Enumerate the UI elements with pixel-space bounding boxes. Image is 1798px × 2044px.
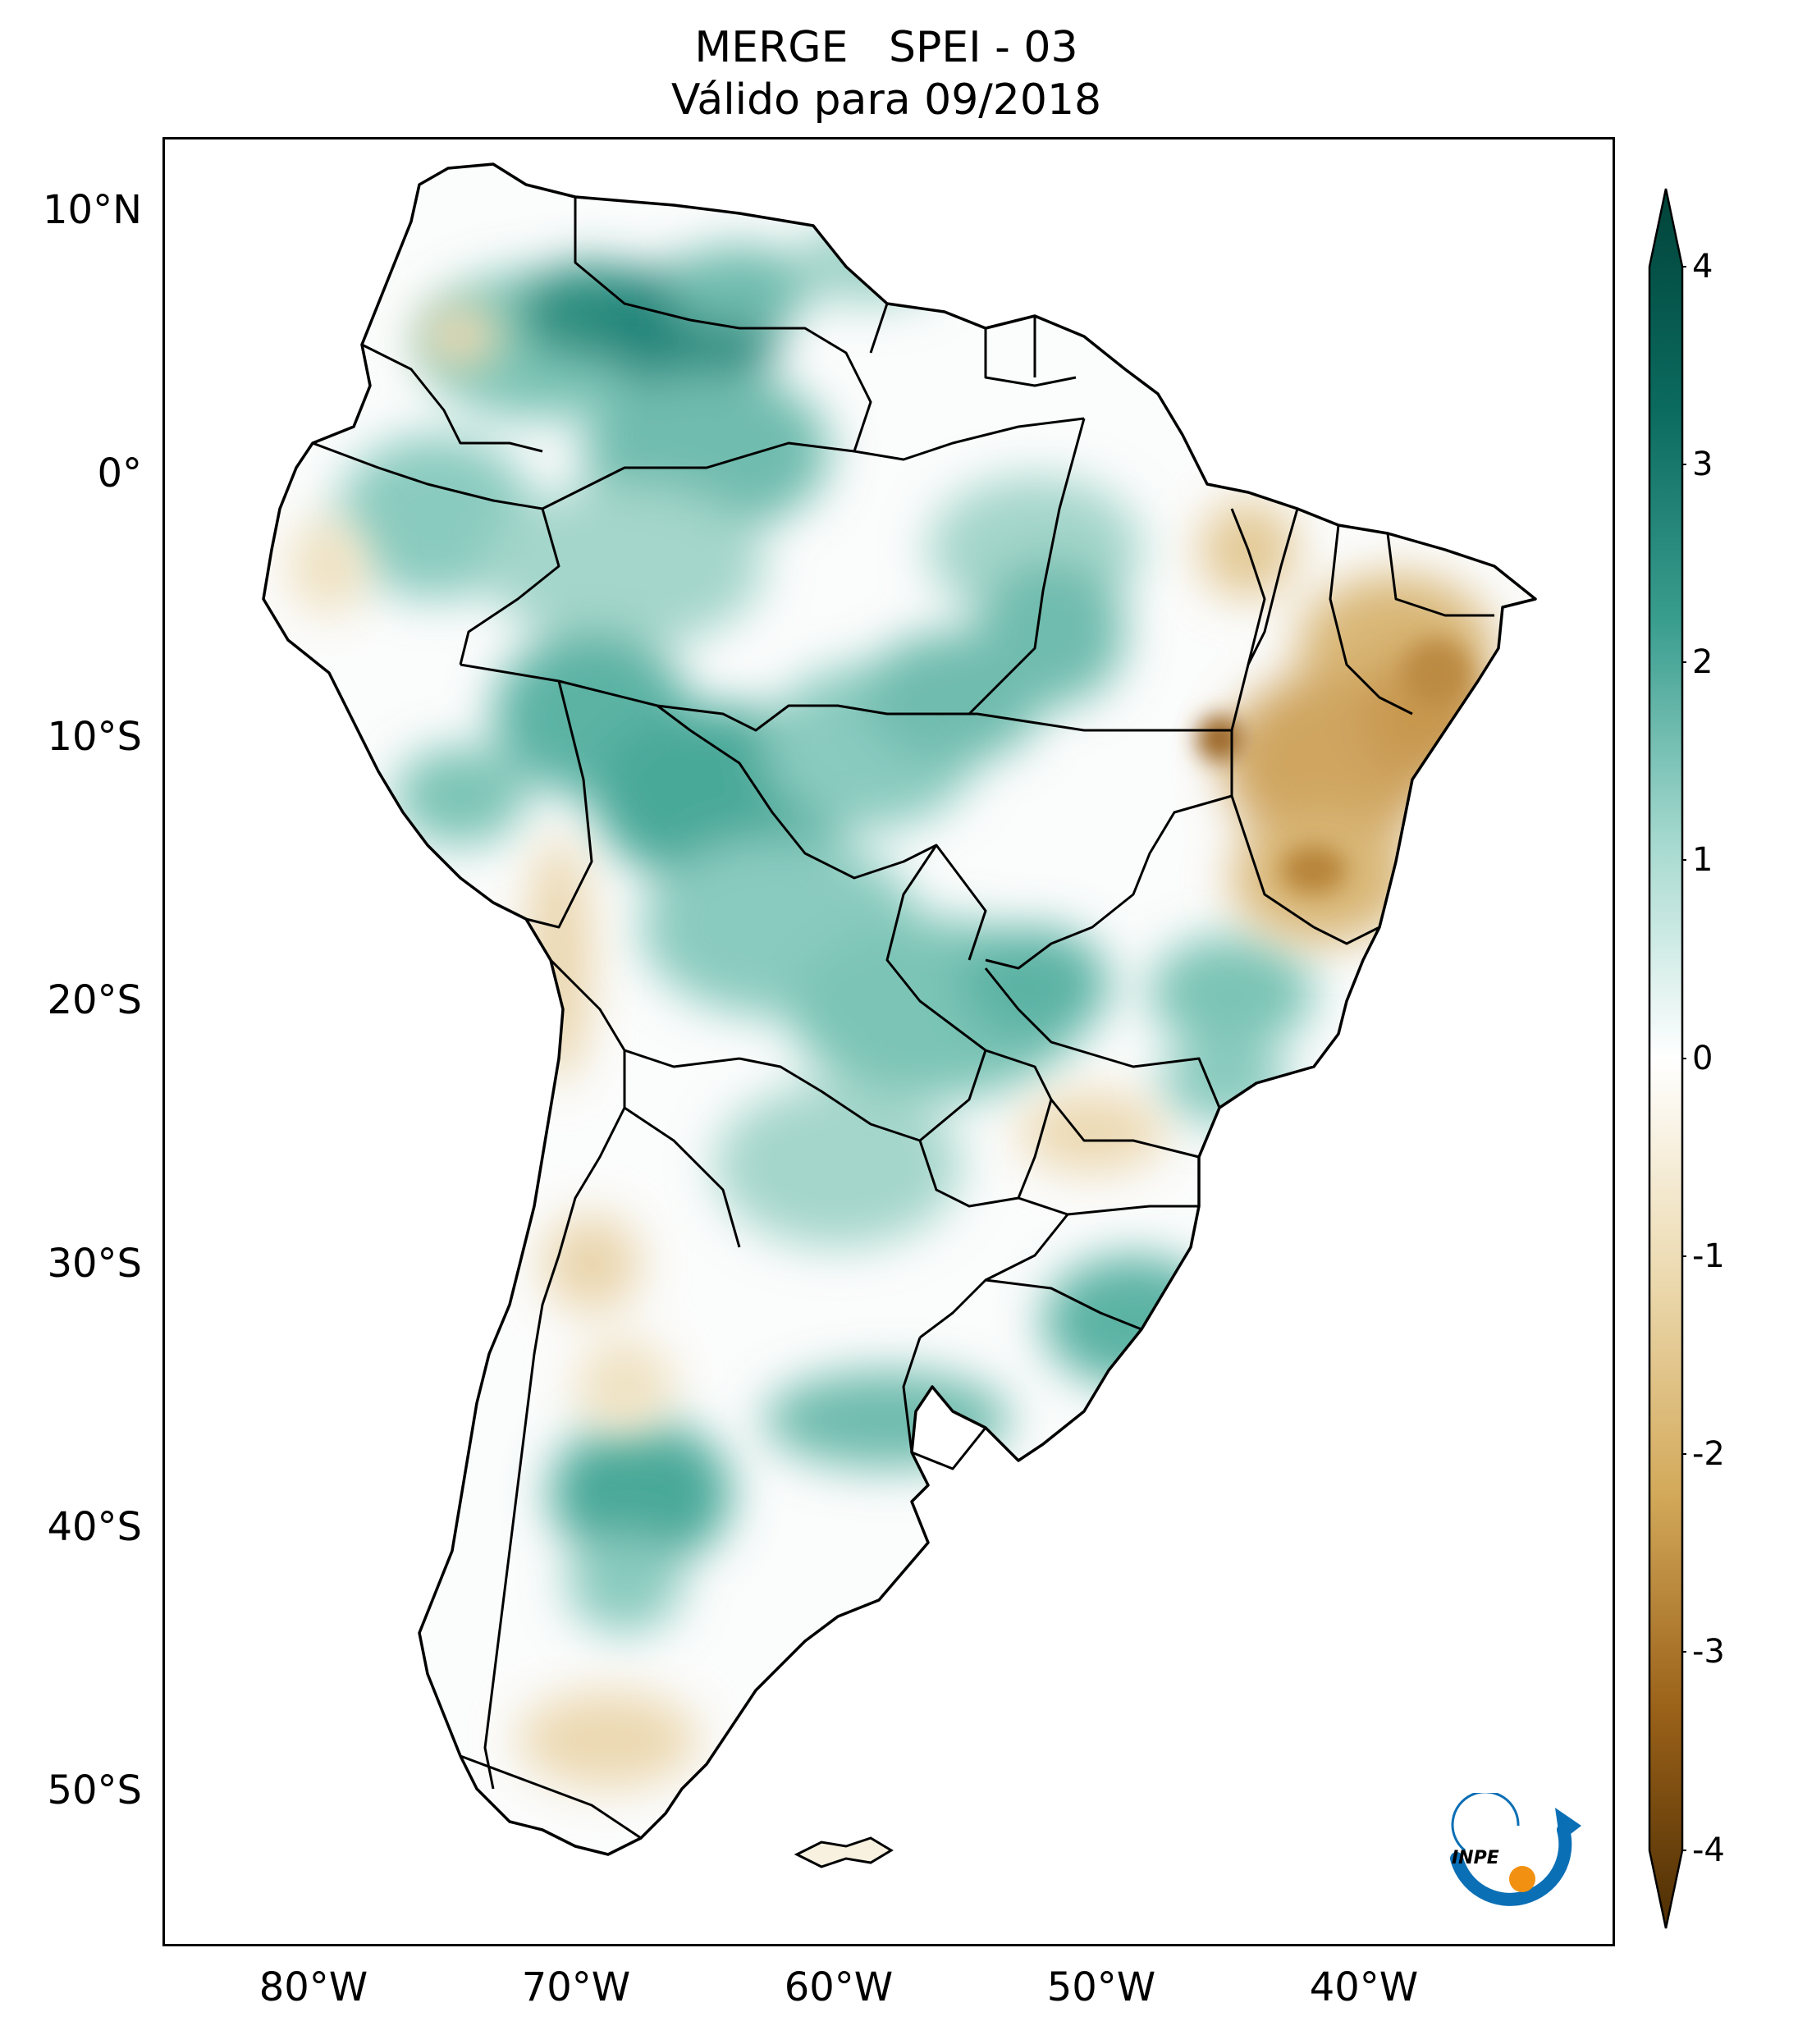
lat-label-0: 0°	[97, 450, 142, 496]
colorbar-tick-neg2: -2	[1692, 1435, 1725, 1473]
colorbar-tick-3: 3	[1692, 446, 1713, 483]
lat-label-40s: 40°S	[47, 1504, 142, 1550]
lat-label-30s: 30°S	[47, 1241, 142, 1287]
map-title: MERGE SPEI - 03	[694, 23, 1078, 72]
map-subtitle: Válido para 09/2018	[670, 75, 1102, 125]
lon-label-80w: 80°W	[258, 1964, 368, 2010]
lon-label-60w: 60°W	[784, 1964, 894, 2010]
colorbar-tick-1: 1	[1692, 841, 1713, 879]
colorbar-tick-neg3: -3	[1692, 1633, 1725, 1671]
lon-label-50w: 50°W	[1046, 1964, 1156, 2010]
colorbar	[1648, 188, 1686, 1929]
map-panel	[162, 137, 1615, 1946]
colorbar-tick-neg4: -4	[1692, 1831, 1725, 1869]
lat-label-20s: 20°S	[47, 977, 142, 1023]
lat-label-10n: 10°N	[43, 187, 142, 233]
colorbar-tick-4: 4	[1692, 248, 1713, 286]
colorbar-tick-neg1: -1	[1692, 1237, 1725, 1275]
lat-label-10s: 10°S	[47, 714, 142, 760]
colorbar-tick-0: 0	[1692, 1040, 1713, 1077]
logo-text: INPE	[1452, 1848, 1499, 1868]
south-america-map	[262, 162, 1537, 1868]
colorbar-tick-2: 2	[1692, 643, 1713, 681]
inpe-logo: INPE	[1450, 1793, 1581, 1906]
lon-label-40w: 40°W	[1309, 1964, 1419, 2010]
lat-label-50s: 50°S	[47, 1767, 142, 1813]
lon-label-70w: 70°W	[521, 1964, 631, 2010]
